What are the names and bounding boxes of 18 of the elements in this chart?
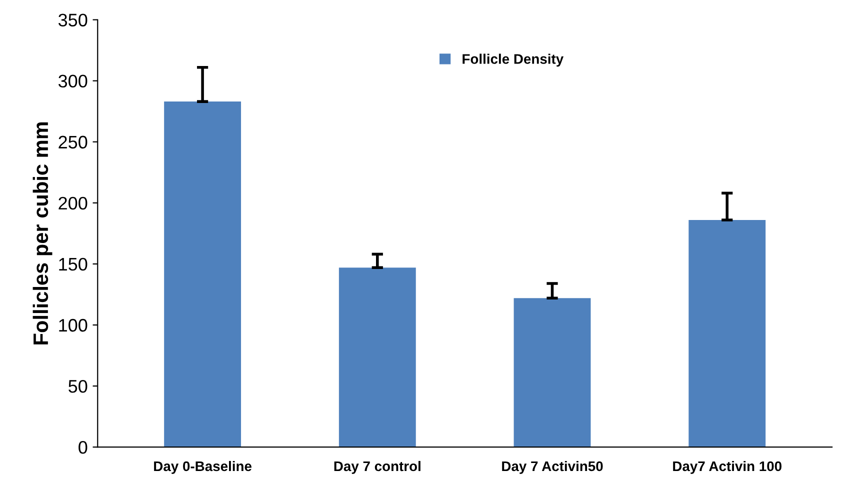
x-tick-label: Day7 Activin 100 [673, 460, 782, 474]
x-tick-label: Day 0-Baseline [154, 460, 252, 474]
y-tick-label: 200 [58, 196, 88, 210]
y-tick-label: 100 [59, 318, 88, 332]
legend-label: Follicle Density [462, 54, 564, 67]
y-tick-label: 250 [58, 136, 88, 149]
bar [688, 220, 766, 448]
bar [338, 268, 416, 448]
x-tick-label: Day 7 control [334, 460, 420, 474]
y-tick-label: 50 [68, 380, 88, 393]
x-tick-label: Day 7 Activin50 [502, 460, 603, 474]
y-tick-label: 300 [58, 74, 88, 88]
y-tick-label: 0 [78, 441, 88, 454]
bar [164, 102, 242, 448]
y-tick-label: 350 [58, 14, 88, 26]
bar [514, 298, 591, 448]
y-axis-title: Follicles per cubic mm [32, 122, 52, 344]
y-tick-label: 150 [59, 258, 88, 271]
